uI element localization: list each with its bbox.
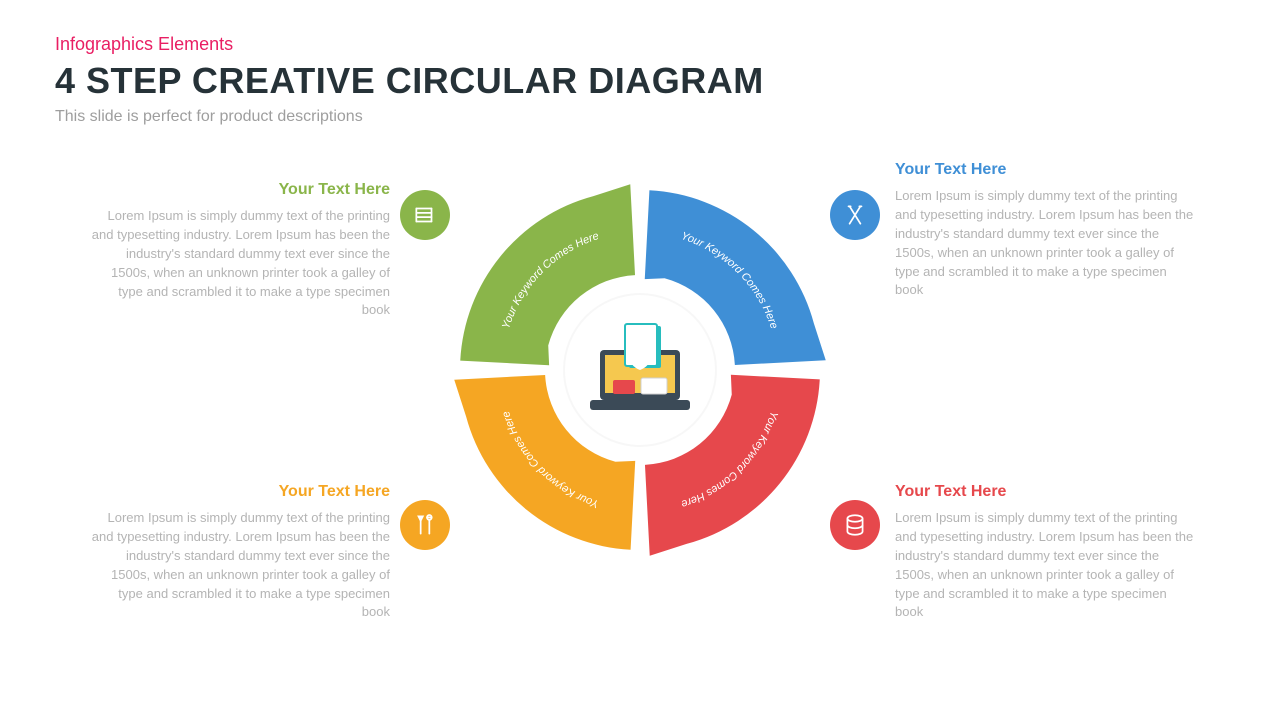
heading-top-right: Your Text Here — [895, 158, 1195, 181]
text-top-left: Your Text Here Lorem Ipsum is simply dum… — [90, 178, 390, 320]
body-top-right: Lorem Ipsum is simply dummy text of the … — [895, 187, 1195, 300]
badge-bottom-left — [400, 500, 450, 550]
heading-bottom-right: Your Text Here — [895, 480, 1195, 503]
body-top-left: Lorem Ipsum is simply dummy text of the … — [90, 207, 390, 320]
body-bottom-left: Lorem Ipsum is simply dummy text of the … — [90, 509, 390, 622]
page-subtitle: This slide is perfect for product descri… — [55, 108, 363, 126]
center-disc — [565, 295, 715, 445]
database-icon — [842, 512, 868, 538]
eyebrow-text: Infographics Elements — [55, 34, 233, 55]
heading-top-left: Your Text Here — [90, 178, 390, 201]
badge-top-right — [830, 190, 880, 240]
body-bottom-right: Lorem Ipsum is simply dummy text of the … — [895, 509, 1195, 622]
books-icon — [412, 202, 438, 228]
tools-icon — [412, 512, 438, 538]
center-illustration-icon — [585, 320, 695, 420]
text-bottom-right: Your Text Here Lorem Ipsum is simply dum… — [895, 480, 1195, 622]
text-bottom-left: Your Text Here Lorem Ipsum is simply dum… — [90, 480, 390, 622]
heading-bottom-left: Your Text Here — [90, 480, 390, 503]
page-title: 4 STEP CREATIVE CIRCULAR DIAGRAM — [55, 60, 764, 102]
badge-bottom-right — [830, 500, 880, 550]
slide-root: Infographics Elements 4 STEP CREATIVE CI… — [0, 0, 1280, 720]
pencils-icon — [842, 202, 868, 228]
badge-top-left — [400, 190, 450, 240]
text-top-right: Your Text Here Lorem Ipsum is simply dum… — [895, 158, 1195, 300]
circular-diagram: Your Keyword Comes HereYour Keyword Come… — [440, 170, 840, 570]
